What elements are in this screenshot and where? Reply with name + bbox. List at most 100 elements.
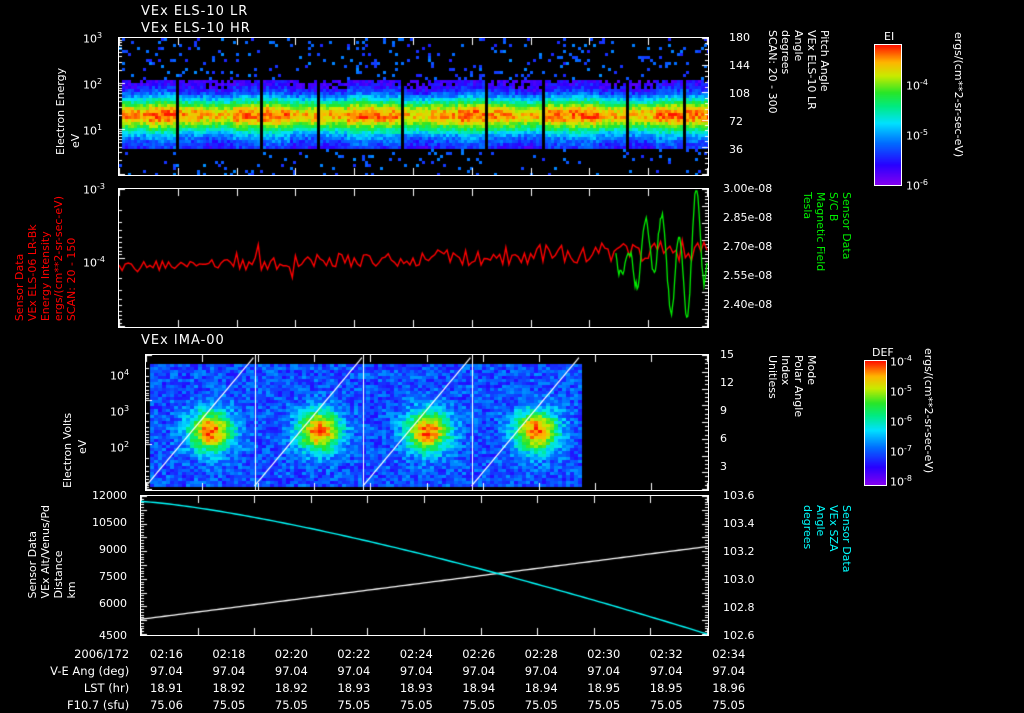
time-axis-cell: 18.92 <box>274 680 308 695</box>
panel1-right-tick-144: 144 <box>729 59 750 72</box>
panel3-plot-area[interactable] <box>145 354 709 491</box>
panel2-ra-l2: Magnetic Field <box>814 192 827 272</box>
time-axis-cell: 97.04 <box>649 663 683 678</box>
def-colorbar-units: ergs/(cm**2-sr-sec-eV) <box>922 348 935 474</box>
panel2-right-tick-0: 3.00e-08 <box>723 182 773 195</box>
time-axis-cell: 97.04 <box>712 663 746 678</box>
table-row: V-E Ang (deg) 97.04 97.04 97.04 97.04 97.04 97… <box>0 662 760 679</box>
panel3-ra-l3: Unitless <box>766 355 779 399</box>
panel2-line-canvas <box>119 189 708 327</box>
time-axis-cell: 18.95 <box>587 680 621 695</box>
time-axis-cell: 75.06 <box>149 697 183 712</box>
time-axis-cell: 02:18 <box>212 646 246 661</box>
time-axis-cell: 97.04 <box>212 663 246 678</box>
panel3-left-axis-label: Electron Volts <box>61 362 74 488</box>
panel3-right-axis-label: Mode Polar Angle Index Unitless <box>765 355 818 417</box>
panel3-spectrogram-canvas <box>146 355 708 490</box>
table-row: LST (hr) 18.91 18.92 18.92 18.93 18.93 18.94 18… <box>0 679 760 696</box>
time-axis-cell: 75.05 <box>587 697 621 712</box>
panel2-ra-l0: Sensor Data <box>840 192 853 260</box>
time-axis-cell: 02:22 <box>337 646 371 661</box>
panel1-left-axis-line1: Electron Energy <box>54 67 67 155</box>
panel1-title-lr: VEx ELS-10 LR <box>141 4 249 19</box>
time-axis-cell: 02:26 <box>462 646 496 661</box>
ei-colorbar-tick-1: 10-5 <box>906 128 928 143</box>
panel1-right-tick-180: 180 <box>729 31 750 44</box>
panel1-ra-l4: SCAN: 20 - 300 <box>766 30 779 114</box>
panel4-ra-l1: VEx SZA <box>827 505 840 552</box>
ei-colorbar-units: ergs/(cm**2-sr-sec-eV) <box>952 32 965 158</box>
panel3-ra-l0: Mode <box>805 355 818 385</box>
ei-colorbar-gradient <box>874 44 902 186</box>
panel2-right-tick-2: 2.70e-08 <box>723 240 773 253</box>
ei-colorbar-title: EI <box>884 30 895 43</box>
panel3-right-tick-6: 6 <box>720 432 727 445</box>
time-axis-cell: 75.05 <box>649 697 683 712</box>
panel4-right-tick-1: 103.4 <box>723 517 755 530</box>
panel2-right-tick-1: 2.85e-08 <box>723 211 773 224</box>
panel4-ra-l2: Angle <box>814 505 827 537</box>
panel4-right-tick-3: 103.0 <box>723 573 755 586</box>
time-axis-cell: 18.93 <box>337 680 371 695</box>
panel4-right-tick-4: 102.8 <box>723 601 755 614</box>
table-row: F10.7 (sfu) 75.06 75.05 75.05 75.05 75.05 75.0… <box>0 696 760 713</box>
def-colorbar-tick-2: 10-6 <box>890 414 912 429</box>
time-axis-cell: 18.95 <box>649 680 683 695</box>
panel1-right-tick-108: 108 <box>729 87 750 100</box>
panel4-plot-area[interactable] <box>140 495 709 636</box>
panel4-right-axis-label: Sensor Data VEx SZA Angle degrees <box>800 505 853 572</box>
time-axis-row-label: V-E Ang (deg) <box>50 663 130 678</box>
time-axis-cell: 75.05 <box>524 697 558 712</box>
panel3-left-axis-unit: eV <box>76 404 89 454</box>
panel1-ra-l1: VEx ELS-10 LR <box>805 30 818 110</box>
panel2-la-l4: SCAN: 20 - 150 <box>65 237 78 322</box>
time-axis-table: 2006/172 02:16 02:18 02:20 02:22 02:24 02:26 02… <box>0 645 760 713</box>
time-axis-cell: 02:20 <box>274 646 308 661</box>
panel2-ra-l3: Tesla <box>801 192 814 220</box>
time-axis-cell: 97.04 <box>462 663 496 678</box>
def-colorbar-tick-3: 10-7 <box>890 444 912 459</box>
time-axis-cell: 75.05 <box>337 697 371 712</box>
ei-colorbar-tick-2: 10-6 <box>906 178 928 193</box>
panel4-left-axis-label: Sensor Data VEx Alt/Venus/Pd Distance km <box>26 505 79 599</box>
time-axis-cell: 18.92 <box>212 680 246 695</box>
panel4-line-canvas <box>141 496 708 635</box>
time-axis-row-label: 2006/172 <box>74 646 130 661</box>
time-axis-row-label: F10.7 (sfu) <box>67 697 130 712</box>
time-axis-cell: 02:32 <box>649 646 683 661</box>
time-axis-cell: 97.04 <box>587 663 621 678</box>
panel3-right-tick-3: 3 <box>720 460 727 473</box>
panel1-left-axis-line2: eV <box>69 133 82 148</box>
def-colorbar-tick-4: 10-8 <box>890 474 912 489</box>
time-axis-cell: 02:16 <box>149 646 184 661</box>
panel3-right-tick-12: 12 <box>720 376 734 389</box>
panel1-left-axis-unit: eV <box>69 88 82 148</box>
time-axis-table-grid: 2006/172 02:16 02:18 02:20 02:22 02:24 02:26 02… <box>0 645 760 713</box>
panel2-ytick-1e-4: 10-4 <box>83 255 105 270</box>
time-axis-cell: 97.04 <box>524 663 558 678</box>
table-row: 2006/172 02:16 02:18 02:20 02:22 02:24 02:26 02… <box>0 645 760 662</box>
time-axis-cell: 97.04 <box>399 663 433 678</box>
time-axis-cell: 18.96 <box>712 680 746 695</box>
panel1-plot-area[interactable] <box>118 37 709 176</box>
panel3-ytick-1e2: 102 <box>110 440 130 455</box>
time-axis-cell: 18.94 <box>524 680 558 695</box>
time-axis-cell: 02:28 <box>524 646 558 661</box>
time-axis-cell: 02:34 <box>712 646 746 661</box>
panel1-ra-l3: degrees <box>779 30 792 75</box>
panel3-la-l1: eV <box>76 439 89 454</box>
panel3-title: VEx IMA-00 <box>141 333 225 348</box>
panel4-ytick-4500: 4500 <box>99 629 127 642</box>
panel4-ytick-9000: 9000 <box>99 543 127 556</box>
time-axis-cell: 75.05 <box>212 697 246 712</box>
panel2-right-axis-label: Sensor Data S/C B Magnetic Field Tesla <box>800 192 853 272</box>
time-axis-cell: 02:24 <box>399 646 433 661</box>
panel2-plot-area[interactable] <box>118 188 709 328</box>
time-axis-cell: 97.04 <box>337 663 371 678</box>
panel1-right-tick-36: 36 <box>729 143 743 156</box>
time-axis-cell: 75.05 <box>274 697 308 712</box>
panel4-ra-l3: degrees <box>801 505 814 550</box>
panel2-right-tick-3: 2.55e-08 <box>723 269 773 282</box>
time-axis-cell: 97.04 <box>149 663 183 678</box>
panel1-ra-l2: Angle <box>792 30 805 62</box>
